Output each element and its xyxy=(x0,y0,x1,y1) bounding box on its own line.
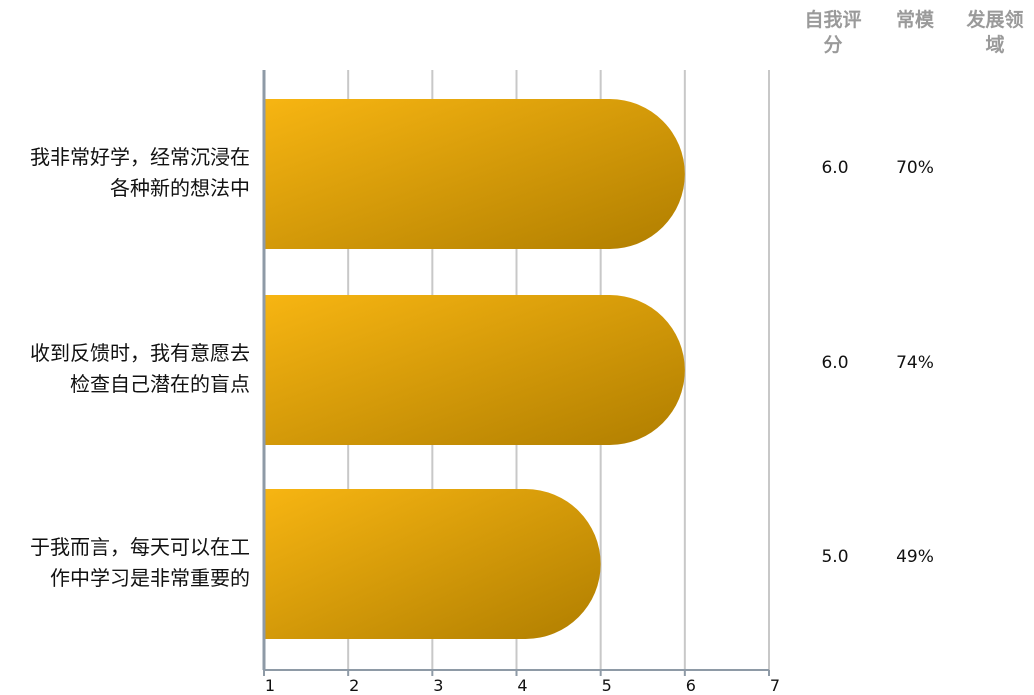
column-header-line: 自我评 xyxy=(804,9,862,31)
x-tick-label: 1 xyxy=(265,676,275,695)
row-label-line: 收到反馈时，我有意愿去 xyxy=(30,341,250,365)
column-header-line: 域 xyxy=(985,34,1005,56)
x-tick-label: 5 xyxy=(602,676,612,695)
bar xyxy=(265,295,685,445)
row-label-line: 我非常好学，经常沉浸在 xyxy=(30,145,250,169)
x-tick-label: 6 xyxy=(686,676,696,695)
row-label: 我非常好学，经常沉浸在 各种新的想法中 xyxy=(0,142,250,204)
x-tick-label: 4 xyxy=(517,676,527,695)
row-label-line: 各种新的想法中 xyxy=(110,176,250,200)
norm-cell: 70% xyxy=(896,158,934,178)
x-tick-label: 7 xyxy=(770,676,780,695)
row-label: 收到反馈时，我有意愿去 检查自己潜在的盲点 xyxy=(0,338,250,400)
row-label-line: 于我而言，每天可以在工 xyxy=(30,535,250,559)
bar xyxy=(265,99,685,249)
bar xyxy=(265,489,601,639)
x-tick-label: 2 xyxy=(349,676,359,695)
norm-cell: 74% xyxy=(896,353,934,373)
column-header-line: 发展领 xyxy=(966,9,1024,31)
row-label-line: 检查自己潜在的盲点 xyxy=(70,372,250,396)
self-score-cell: 5.0 xyxy=(821,547,849,567)
norm-cell: 49% xyxy=(896,547,934,567)
row-label-line: 作中学习是非常重要的 xyxy=(50,566,250,590)
column-header-line: 分 xyxy=(823,34,843,56)
row-label: 于我而言，每天可以在工 作中学习是非常重要的 xyxy=(0,532,250,594)
column-header-line: 常模 xyxy=(895,9,934,31)
column-header-self-score: 自我评 分 xyxy=(798,8,868,58)
self-score-cell: 6.0 xyxy=(821,158,849,178)
x-tick-label: 3 xyxy=(433,676,443,695)
column-header-norm: 常模 xyxy=(882,8,948,33)
self-score-cell: 6.0 xyxy=(821,353,849,373)
column-header-development-area: 发展领 域 xyxy=(960,8,1030,58)
